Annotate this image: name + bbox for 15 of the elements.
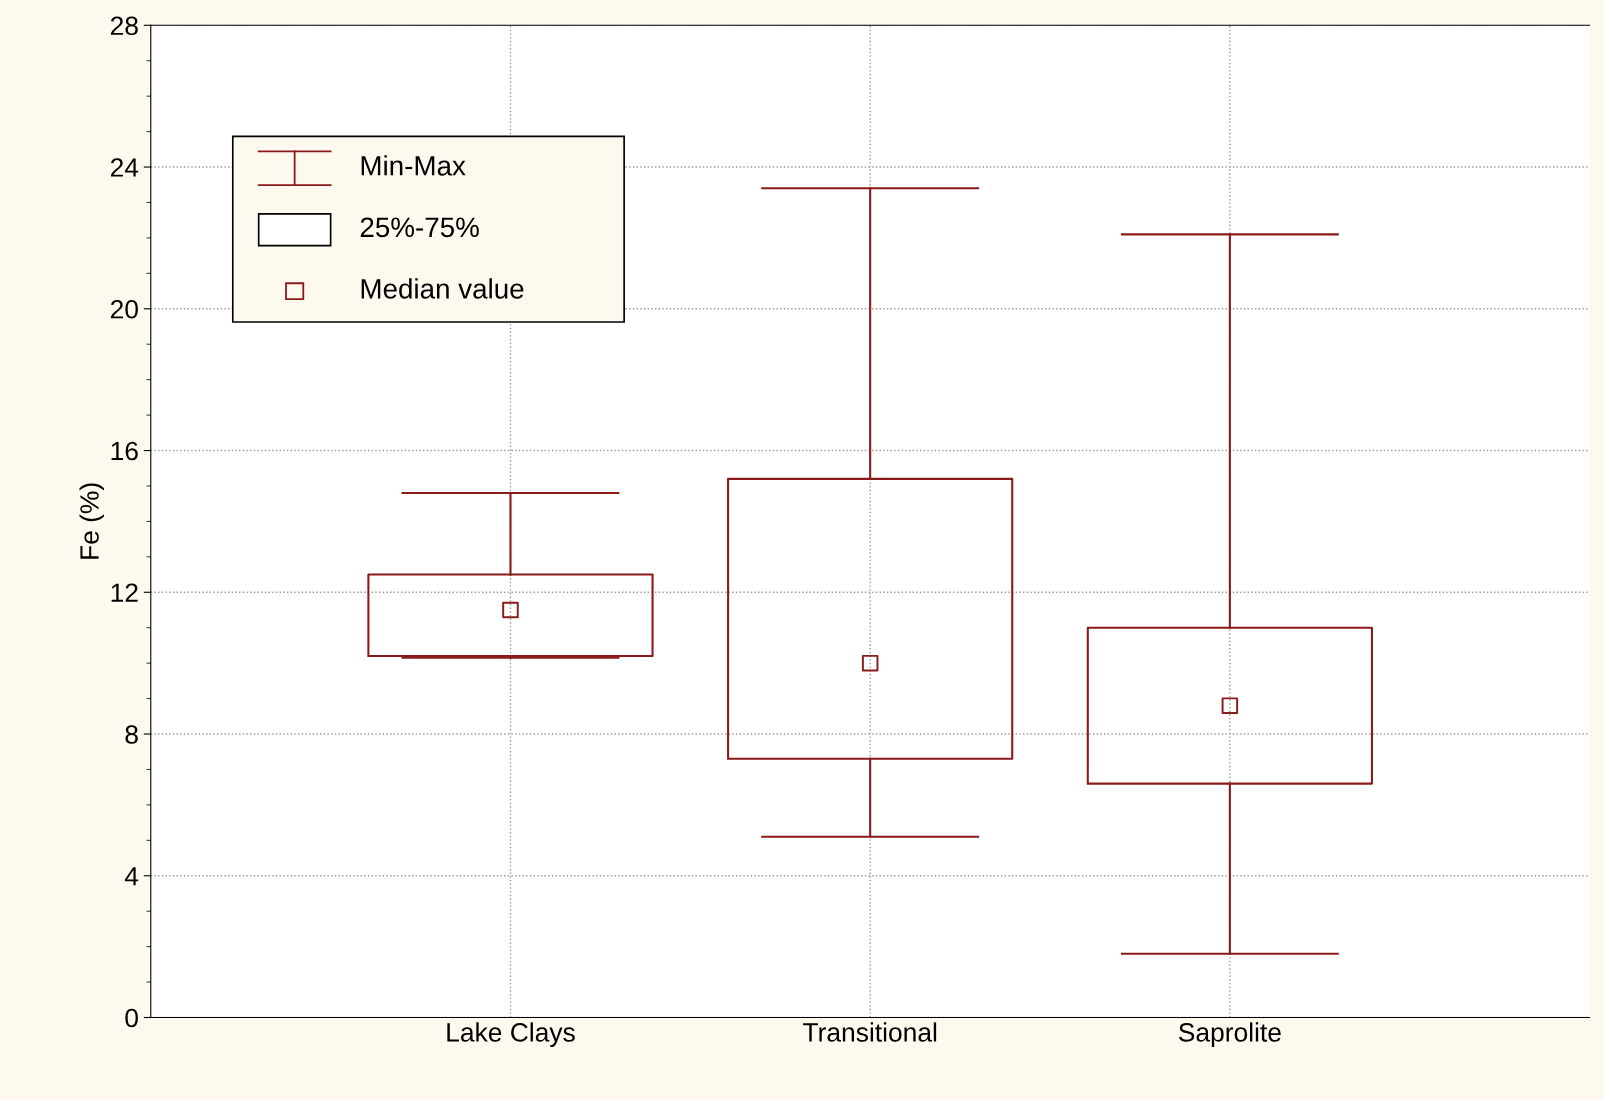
y-tick-label: 16 [111,441,138,461]
y-tick-label: 0 [125,1008,138,1028]
y-axis-title: Fe (%) [79,483,105,559]
annotation: Median value [361,278,524,299]
y-tick-label: 24 [110,158,139,177]
y-tick-label: 8 [125,725,138,744]
y-tick-label: 4 [124,867,139,886]
y-tick-label: 12 [111,583,138,602]
annotation: 25%-75% [360,217,479,238]
x-tick-label: Lake Clays [447,1022,575,1047]
x-tick-label: Saprolite [1178,1022,1281,1047]
annotation: Min-Max [361,155,466,176]
y-tick-label: 20 [110,299,138,319]
x-tick-label: Transitional [803,1022,937,1042]
y-tick-label: 28 [110,16,138,36]
